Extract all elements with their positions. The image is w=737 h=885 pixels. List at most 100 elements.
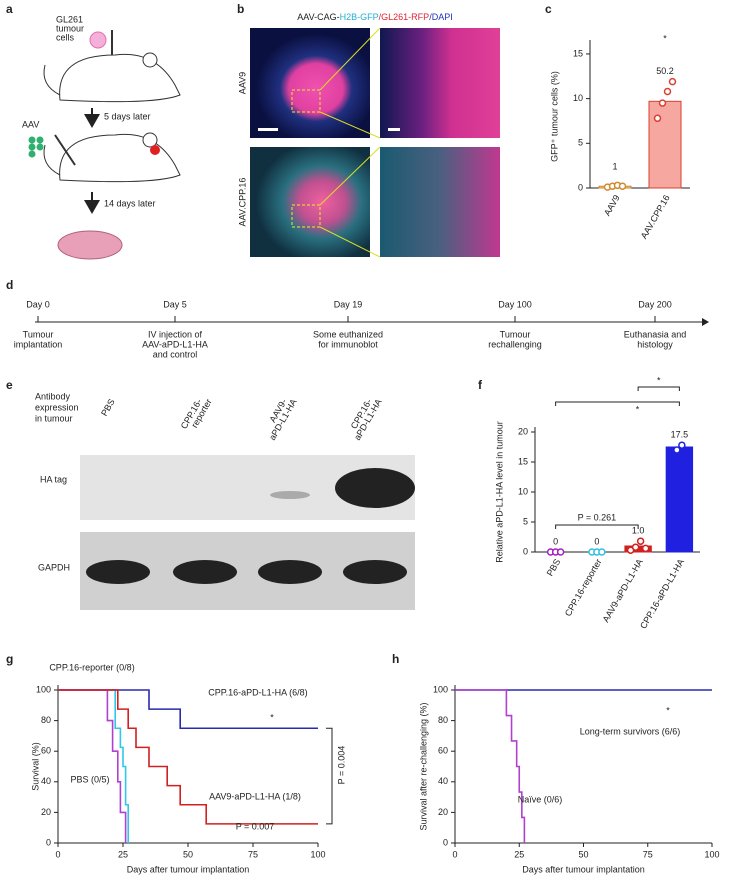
- x-tick-label: 0: [55, 849, 60, 859]
- y-axis-label: Survival after re-challenging (%): [418, 702, 428, 830]
- y-tick-label: 60: [438, 746, 448, 756]
- data-point: [556, 548, 565, 556]
- y-tick-label: 100: [433, 684, 448, 694]
- data-point: [663, 87, 672, 96]
- band: [270, 491, 310, 499]
- significance: *: [636, 404, 640, 414]
- event-label: Tumour: [23, 329, 54, 339]
- y-tick-label: 15: [573, 48, 583, 58]
- x-tick-label: AAV9-aPD-L1-HA: [601, 557, 645, 624]
- mouse-tail: [43, 144, 61, 176]
- lane-label: PBS: [99, 397, 117, 418]
- y-tick-label: 10: [518, 486, 528, 496]
- x-tick-label: 100: [704, 849, 719, 859]
- p-value: P = 0.261: [578, 512, 617, 522]
- fold-label: 50.2: [656, 66, 674, 76]
- row-label: AAV9: [237, 72, 247, 94]
- vector: [28, 136, 36, 144]
- mouse: [59, 133, 181, 183]
- legend-label: AAV9-aPD-L1-HA (1/8): [209, 791, 301, 801]
- event-label: rechallenging: [488, 339, 542, 349]
- event-label: Euthanasia and: [624, 329, 687, 339]
- y-tick-label: 10: [573, 93, 583, 103]
- survival-line: [58, 689, 318, 730]
- y-tick-label: 60: [41, 746, 51, 756]
- event-label: for immunoblot: [318, 339, 378, 349]
- day-label: Day 0: [26, 299, 50, 309]
- survival-line: [58, 689, 127, 843]
- x-tick-label: 100: [310, 849, 325, 859]
- tumour: [150, 145, 160, 155]
- vector: [28, 150, 36, 158]
- band: [343, 560, 407, 584]
- x-axis-label: Days after tumour implantation: [127, 864, 250, 874]
- y-tick-label: 5: [578, 138, 583, 148]
- annotation: *: [666, 705, 670, 715]
- micrograph: [250, 147, 370, 257]
- y-tick-label: 80: [41, 715, 51, 725]
- significance: *: [663, 33, 667, 43]
- zoom-line: [319, 226, 381, 258]
- bracket: [326, 727, 333, 825]
- annotation: P = 0.004: [336, 746, 346, 785]
- zoom-line: [319, 146, 381, 206]
- event-label: implantation: [14, 339, 63, 349]
- brain: [57, 230, 123, 260]
- x-tick-label: 25: [514, 849, 524, 859]
- title-part: AAV-CAG-: [297, 12, 339, 22]
- data-point: [618, 182, 627, 190]
- day-label: Day 5: [163, 299, 187, 309]
- cell-dish: [89, 31, 107, 49]
- event-label: and control: [153, 349, 198, 359]
- cells-label: GL261: [56, 14, 83, 24]
- survival-line: [58, 689, 129, 843]
- x-tick-label: AAV9: [602, 193, 622, 217]
- event-label: AAV-aPD-L1-HA: [142, 339, 208, 349]
- mouse-tail: [43, 64, 61, 96]
- title-part: /: [379, 12, 382, 22]
- band: [335, 468, 415, 508]
- x-tick-label: CPP.16-reporter: [563, 557, 604, 618]
- blot-header: Antibody: [35, 391, 71, 401]
- scale-bar: [388, 128, 400, 131]
- x-tick-label: 50: [183, 849, 193, 859]
- title-part: /DAPI: [429, 12, 453, 22]
- row-label: HA tag: [40, 474, 67, 484]
- fold-label: 1: [612, 162, 617, 172]
- y-tick-label: 0: [443, 837, 448, 847]
- panel-label: c: [545, 2, 552, 16]
- bar: [665, 446, 694, 553]
- y-tick-label: 15: [518, 456, 528, 466]
- blot-header: in tumour: [35, 413, 73, 423]
- data-point: [641, 544, 650, 553]
- x-tick-label: 75: [248, 849, 258, 859]
- data-point: [631, 543, 640, 551]
- row-label: AAV.CPP.16: [237, 178, 247, 227]
- micrograph: [250, 28, 370, 138]
- title-part: GL261-RFP: [381, 12, 429, 22]
- panel-label: d: [6, 278, 13, 292]
- panel-label: a: [6, 2, 13, 16]
- x-tick-label: AAV.CPP.16: [639, 193, 672, 240]
- vector: [36, 136, 44, 144]
- data-point: [653, 114, 662, 123]
- y-tick-label: 20: [41, 807, 51, 817]
- y-tick-label: 20: [518, 426, 528, 436]
- day-label: Day 200: [638, 299, 672, 309]
- x-tick-label: CPP.16-aPD-L1-HA: [638, 557, 686, 630]
- value-label: 0: [553, 536, 558, 546]
- panel-label: g: [6, 652, 13, 666]
- y-tick-label: 100: [36, 684, 51, 694]
- micrograph: [380, 28, 500, 138]
- y-tick-label: 5: [523, 516, 528, 526]
- panel-label: f: [478, 378, 483, 392]
- axis: [454, 685, 712, 844]
- mouse-ear: [142, 132, 158, 148]
- panel-label: e: [6, 378, 13, 392]
- vector: [28, 143, 36, 151]
- legend-label: Naïve (0/6): [518, 794, 563, 804]
- step-label: 5 days later: [104, 111, 151, 121]
- legend-label: CPP.16-aPD-L1-HA (6/8): [208, 687, 307, 697]
- value-label: 1.0: [632, 526, 645, 536]
- data-point: [678, 441, 686, 449]
